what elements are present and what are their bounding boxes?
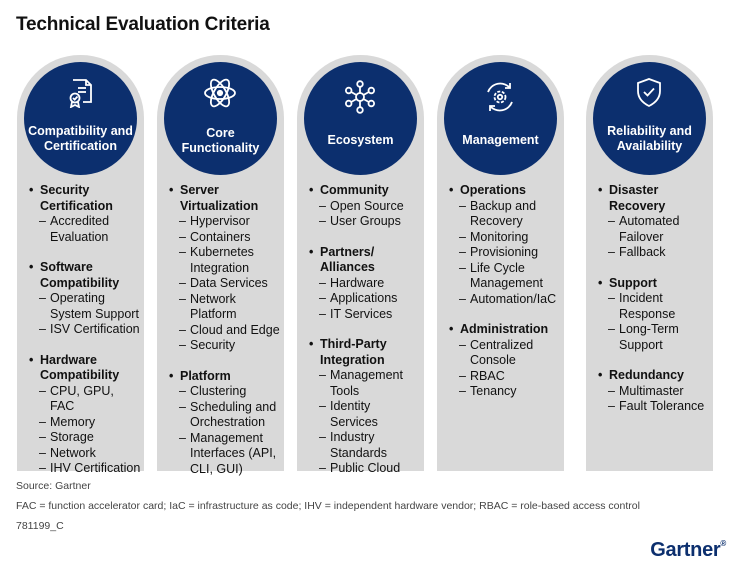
column-label: Management <box>462 133 539 147</box>
list-item: Security <box>169 338 281 354</box>
list-item: Hardware <box>309 276 421 292</box>
list-item: Data Services <box>169 276 281 292</box>
list-item: Multimaster <box>598 384 710 400</box>
column-content: Security Certification Accredited Evalua… <box>29 183 141 477</box>
list-item: User Groups <box>309 214 421 230</box>
figure-id: 781199_C <box>16 520 64 532</box>
list-item: Operating System Support <box>29 291 141 322</box>
list-item: Incident Response <box>598 291 710 322</box>
source-note: Source: Gartner <box>16 480 91 492</box>
list-item: Management Interfaces (API, CLI, GUI) <box>169 431 281 478</box>
list-item: Life Cycle Management <box>449 261 561 292</box>
column-header-circle: Management <box>444 62 557 175</box>
page-title: Technical Evaluation Criteria <box>16 14 270 35</box>
section-heading: Operations <box>449 183 561 199</box>
list-item: Containers <box>169 230 281 246</box>
list-item: Management Tools <box>309 368 421 399</box>
section-heading: Administration <box>449 322 561 338</box>
list-item: Network Platform <box>169 292 281 323</box>
list-item: IHV Certification <box>29 461 141 477</box>
section-heading: Redundancy <box>598 368 710 384</box>
gear-cycle-icon <box>487 82 513 112</box>
column-content: Disaster Recovery Automated Failover Fal… <box>598 183 710 415</box>
list-item: Scheduling and Orchestration <box>169 400 281 431</box>
atom-icon <box>204 78 236 108</box>
column-management: Management Operations Backup and Recover… <box>437 55 564 471</box>
logo-registered-mark: ® <box>720 539 726 548</box>
list-item: Accredited Evaluation <box>29 214 141 245</box>
list-item: Open Source <box>309 199 421 215</box>
section-heading: Hardware Compatibility <box>29 353 141 384</box>
section-heading: Platform <box>169 369 281 385</box>
list-item: Fallback <box>598 245 710 261</box>
list-item: Backup and Recovery <box>449 199 561 230</box>
column-content: Community Open Source User Groups Partne… <box>309 183 421 477</box>
section-heading: Disaster Recovery <box>598 183 710 214</box>
column-ecosystem: Ecosystem Community Open Source User Gro… <box>297 55 424 476</box>
list-item: Tenancy <box>449 384 561 400</box>
list-item: Network <box>29 446 141 462</box>
column-core-functionality: Core Functionality Server Virtualization… <box>157 55 284 476</box>
list-item: Industry Standards <box>309 430 421 461</box>
column-header-circle: Reliability and Availability <box>593 62 706 175</box>
logo-text: Gartner <box>650 539 721 561</box>
column-content: Operations Backup and Recovery Monitorin… <box>449 183 561 400</box>
column-header-circle: Compatibility and Certification <box>24 62 137 175</box>
section-heading: Third-Party Integration <box>309 337 421 368</box>
list-item: Long-Term Support <box>598 322 710 353</box>
list-item: Identity Services <box>309 399 421 430</box>
column-compatibility-certification: Compatibility and Certification Security… <box>17 55 144 476</box>
list-item: Automation/IaC <box>449 292 561 308</box>
section-heading: Partners/ Alliances <box>309 245 421 276</box>
list-item: IT Services <box>309 307 421 323</box>
list-item: Kubernetes Integration <box>169 245 281 276</box>
list-item: Provisioning <box>449 245 561 261</box>
column-reliability-availability: Reliability and Availability Disaster Re… <box>586 55 713 471</box>
column-label: Reliability and Availability <box>607 124 692 153</box>
list-item: Applications <box>309 291 421 307</box>
network-icon <box>344 80 375 114</box>
column-label: Ecosystem <box>327 133 394 147</box>
abbreviations-note: FAC = function accelerator card; IaC = i… <box>16 500 640 512</box>
column-content: Server Virtualization Hypervisor Contain… <box>169 183 281 477</box>
list-item: CPU, GPU, FAC <box>29 384 141 415</box>
list-item: RBAC <box>449 369 561 385</box>
list-item: Memory <box>29 415 141 431</box>
column-header-circle: Core Functionality <box>164 62 277 175</box>
list-item: Centralized Console <box>449 338 561 369</box>
column-header-circle: Ecosystem <box>304 62 417 175</box>
list-item: Storage <box>29 430 141 446</box>
list-item: Cloud and Edge <box>169 323 281 339</box>
certificate-icon <box>69 79 92 108</box>
column-label: Compatibility and Certification <box>28 124 133 153</box>
section-heading: Community <box>309 183 421 199</box>
section-heading: Software Compatibility <box>29 260 141 291</box>
list-item: Public Cloud <box>309 461 421 477</box>
section-heading: Security Certification <box>29 183 141 214</box>
list-item: Clustering <box>169 384 281 400</box>
section-heading: Support <box>598 276 710 292</box>
list-item: Automated Failover <box>598 214 710 245</box>
list-item: Monitoring <box>449 230 561 246</box>
list-item: Fault Tolerance <box>598 399 710 415</box>
list-item: ISV Certification <box>29 322 141 338</box>
section-heading: Server Virtualization <box>169 183 281 214</box>
list-item: Hypervisor <box>169 214 281 230</box>
column-label: Core Functionality <box>181 126 260 155</box>
gartner-logo: Gartner® <box>650 539 726 562</box>
shield-check-icon <box>637 78 661 108</box>
